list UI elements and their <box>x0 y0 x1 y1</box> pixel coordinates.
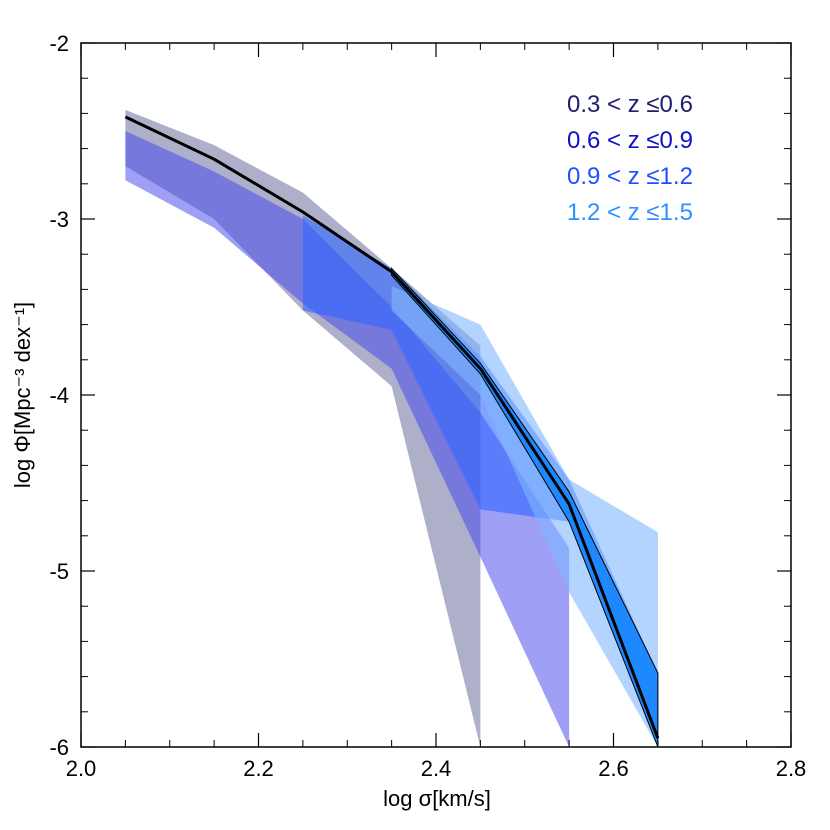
x-axis-label: log σ[km/s] <box>383 786 491 811</box>
y-tick-label: -4 <box>49 383 69 408</box>
legend-entry-4: 1.2 < z ≤1.5 <box>567 199 693 226</box>
y-tick-label: -5 <box>49 559 69 584</box>
best-fit-line <box>124 115 660 739</box>
y-tick-label: -6 <box>49 735 69 760</box>
legend-entry-3: 0.9 < z ≤1.2 <box>567 163 693 190</box>
band-series-3 <box>302 215 658 747</box>
y-tick-label: -2 <box>49 31 69 56</box>
axis-ticks: 2.0 2.2 2.4 2.6 2.8 -2 -3 -4 -5 -6 <box>49 31 806 781</box>
x-tick-label: 2.8 <box>776 756 807 781</box>
band-series-4 <box>391 285 658 747</box>
x-tick-label: 2.6 <box>598 756 629 781</box>
y-tick-label: -3 <box>49 207 69 232</box>
x-tick-label: 2.2 <box>243 756 274 781</box>
best-fit-lines <box>124 115 660 739</box>
x-tick-label: 2.0 <box>66 756 97 781</box>
x-tick-label: 2.4 <box>421 756 452 781</box>
legend: 0.3 < z ≤0.6 0.6 < z ≤0.9 0.9 < z ≤1.2 1.2 … <box>567 91 693 226</box>
legend-entry-2: 0.6 < z ≤0.9 <box>567 127 693 154</box>
y-axis-label: log Φ[Mpc⁻³ dex⁻¹] <box>10 302 35 488</box>
legend-entry-1: 0.3 < z ≤0.6 <box>567 91 693 118</box>
